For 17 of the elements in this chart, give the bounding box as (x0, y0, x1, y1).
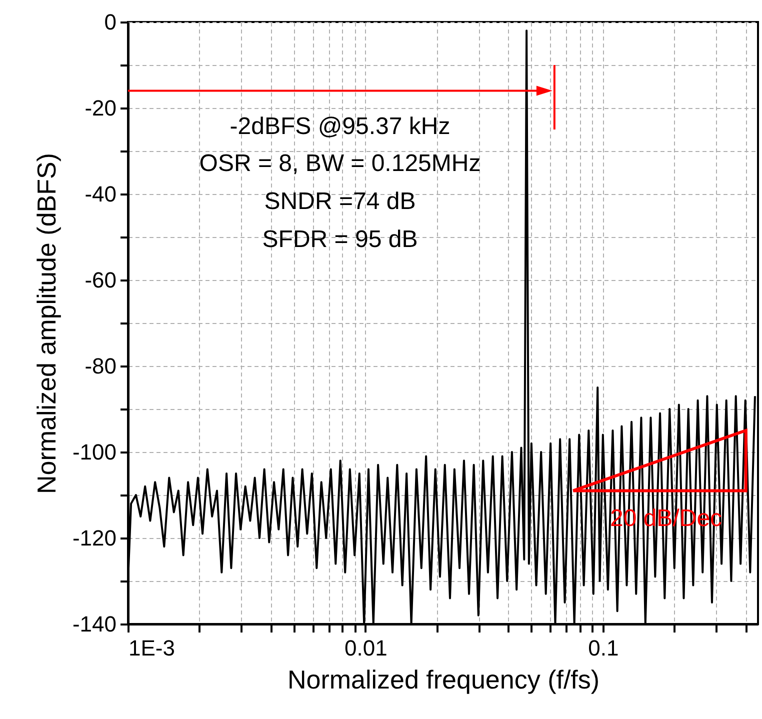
y-tick-label: -80 (84, 354, 116, 378)
x-tick-label: 0.1 (588, 636, 619, 660)
y-tick-label: -20 (84, 96, 116, 120)
y-tick-label: -140 (72, 612, 116, 636)
annotation: -2dBFS @95.37 kHz (230, 113, 450, 140)
annotation: SFDR = 95 dB (262, 226, 418, 253)
y-tick-label: 0 (104, 10, 116, 34)
annotation: SNDR =74 dB (264, 188, 416, 215)
x-axis-title: Normalized frequency (f/fs) (287, 664, 600, 694)
annotation: OSR = 8, BW = 0.125MHz (199, 150, 481, 177)
x-tick-label: 0.01 (344, 636, 388, 660)
y-axis-title: Normalized amplitude (dBFS) (31, 152, 62, 494)
x-tick-label: 1E-3 (128, 636, 175, 660)
y-tick-label: -100 (72, 440, 116, 464)
y-tick-label: -120 (72, 526, 116, 550)
y-tick-label: -40 (84, 182, 116, 206)
y-tick-label: -60 (84, 268, 116, 292)
